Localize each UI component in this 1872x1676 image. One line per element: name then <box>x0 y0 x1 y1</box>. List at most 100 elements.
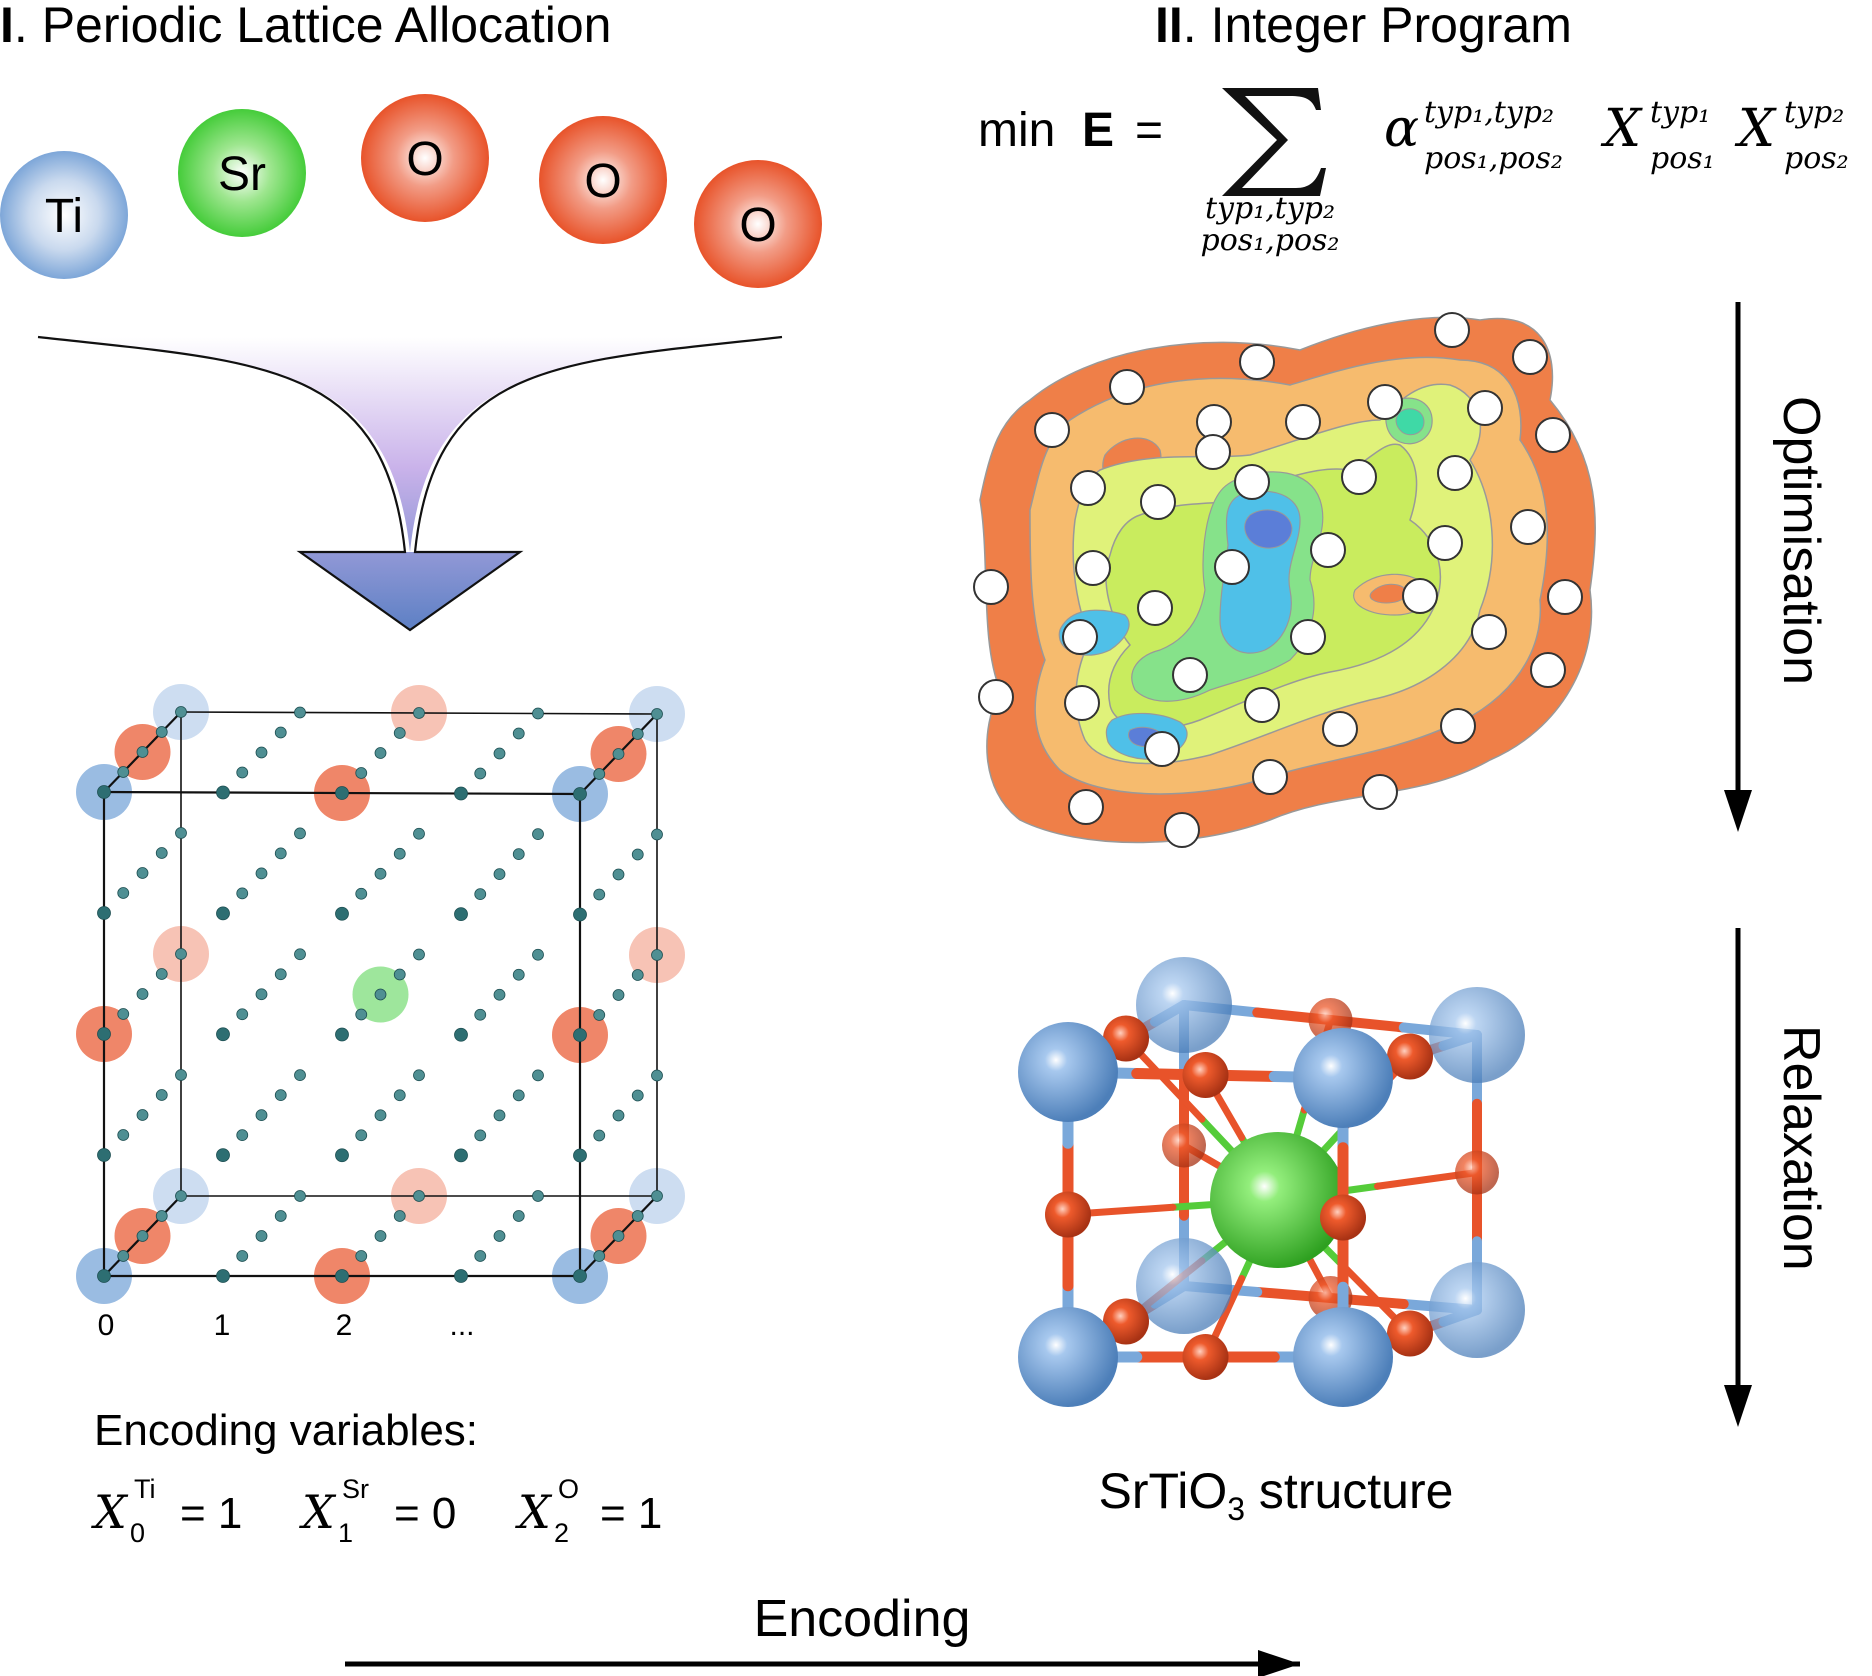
lattice-node <box>493 1109 506 1122</box>
lattice-node <box>393 727 406 739</box>
structure-caption-sub: 3 <box>1227 1491 1245 1527</box>
o-atom-front <box>1320 1194 1366 1241</box>
index-label-1: 1 <box>214 1309 231 1342</box>
lattice-node <box>631 969 644 981</box>
o-atom-back <box>1455 1150 1499 1195</box>
lattice-node <box>335 1148 349 1163</box>
lattice-node <box>274 1210 287 1222</box>
lattice-node <box>294 1190 306 1202</box>
optimisation-arrow-head <box>1724 790 1752 832</box>
lattice-node <box>274 726 287 739</box>
lattice-node <box>216 1027 230 1042</box>
lattice-node <box>216 906 230 921</box>
panel1-title-text: . Periodic Lattice Allocation <box>14 0 612 53</box>
lattice-node <box>236 1250 249 1262</box>
lattice-node <box>155 726 168 738</box>
lattice-node <box>97 785 111 799</box>
lattice-node <box>117 766 130 778</box>
lattice-node <box>335 786 349 800</box>
formula-alpha: α <box>1384 99 1419 159</box>
relaxation-label: Relaxation <box>1772 1025 1830 1271</box>
encoding-var-o: X O 2 = 1 <box>515 1474 662 1548</box>
sample-point <box>1244 687 1280 723</box>
lattice-node <box>294 706 306 719</box>
lattice-node <box>393 968 406 981</box>
lattice-node <box>335 906 349 921</box>
sample-point <box>1285 404 1321 440</box>
funnel-arrow-outline <box>37 335 783 632</box>
lattice-node <box>236 766 249 779</box>
encoding-heading: Encoding variables: <box>94 1406 478 1455</box>
sample-point <box>1214 549 1250 585</box>
lattice-node <box>493 868 506 881</box>
sample-point <box>1034 412 1070 448</box>
sample-point <box>1195 434 1231 470</box>
lattice-node <box>136 746 149 758</box>
lattice-node <box>97 1269 111 1283</box>
sample-point <box>1172 657 1208 693</box>
sample-point <box>1064 685 1100 721</box>
lattice-node <box>155 1089 168 1101</box>
lattice-node <box>651 828 663 841</box>
sample-point <box>1535 417 1571 453</box>
lattice-node <box>532 1069 544 1082</box>
lattice-node <box>413 707 425 719</box>
lattice-node <box>474 767 487 780</box>
sample-point <box>1140 484 1176 520</box>
sample-point <box>1164 812 1200 848</box>
encoding-var-sr: X Sr 1 = 0 <box>299 1474 456 1548</box>
lattice-node <box>493 1230 506 1242</box>
lattice-node <box>175 948 187 960</box>
o-atom-mid <box>1387 1310 1433 1357</box>
lattice-node <box>474 1250 487 1262</box>
lattice-cube <box>76 684 685 1304</box>
atom-o-3-label: O <box>739 199 776 252</box>
lattice-node <box>413 1190 425 1202</box>
sample-point <box>1196 404 1232 440</box>
energy-landscape <box>973 312 1596 848</box>
encoding-var-sr-sup: Sr <box>342 1474 369 1504</box>
sample-point <box>1252 759 1288 795</box>
lattice-node <box>97 1148 111 1162</box>
panel2-title-roman: II <box>1155 0 1183 53</box>
sample-point <box>1512 339 1548 375</box>
formula-x1-sub: pos₁ <box>1650 141 1715 176</box>
formula-equals: = <box>1135 104 1163 157</box>
sample-point <box>978 679 1014 715</box>
lattice-node <box>355 767 368 779</box>
lattice-node <box>631 1210 644 1222</box>
atom-sr-label: Sr <box>218 148 266 201</box>
relaxation-arrow-head <box>1724 1385 1752 1427</box>
atom-o-3: O <box>694 160 822 288</box>
lattice-node <box>493 747 506 760</box>
sample-point <box>1362 774 1398 810</box>
encoding-var-o-sub: 2 <box>554 1518 569 1548</box>
lattice-node <box>532 1190 544 1202</box>
lattice-node <box>651 949 663 961</box>
lattice-node <box>236 887 249 900</box>
ti-atom-back <box>1429 1262 1525 1358</box>
sample-points <box>973 312 1583 848</box>
lattice-node <box>512 968 525 981</box>
atom-o-1: O <box>361 94 489 222</box>
sample-point <box>1062 619 1098 655</box>
sample-point <box>1434 312 1470 348</box>
objective-formula: min E = typ₁,typ₂ pos₁,pos₂ α typ₁,typ₂ … <box>978 88 1849 258</box>
encoding-arrow-head <box>1258 1650 1300 1676</box>
lattice-node <box>374 747 387 759</box>
sample-point <box>1427 525 1463 561</box>
sample-point <box>1471 614 1507 650</box>
encoding-var-ti-rhs: = 1 <box>180 1489 242 1538</box>
atom-sr: Sr <box>178 109 306 237</box>
lattice-node <box>274 968 287 981</box>
lattice-node <box>117 887 130 899</box>
atom-o-2: O <box>539 116 667 244</box>
encoding-var-o-sup: O <box>558 1474 579 1504</box>
sample-point <box>1290 619 1326 655</box>
lattice-node <box>612 1230 625 1242</box>
sample-point <box>1234 464 1270 500</box>
lattice-node <box>216 1269 230 1283</box>
lattice-node <box>512 1210 525 1222</box>
encoding-label: Encoding <box>754 1590 971 1648</box>
index-label-2: 2 <box>336 1309 353 1342</box>
